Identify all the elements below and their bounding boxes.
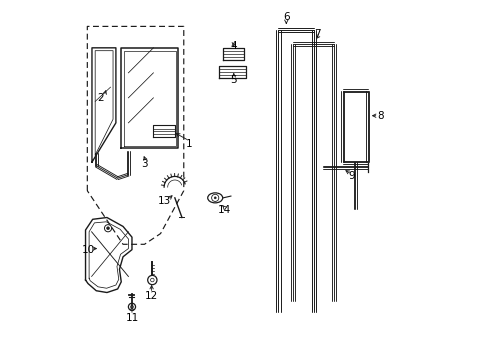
Text: 11: 11	[125, 312, 138, 323]
Text: 7: 7	[314, 28, 321, 39]
Text: 3: 3	[141, 159, 147, 169]
Text: 2: 2	[98, 93, 104, 103]
Text: 4: 4	[230, 41, 237, 51]
Text: 9: 9	[347, 171, 354, 181]
Text: 10: 10	[81, 245, 94, 255]
Circle shape	[106, 227, 109, 230]
Text: 5: 5	[230, 75, 237, 85]
Text: 14: 14	[218, 205, 231, 215]
Text: 12: 12	[145, 291, 158, 301]
Text: 8: 8	[376, 111, 383, 121]
Circle shape	[214, 197, 216, 199]
Text: 13: 13	[157, 197, 170, 206]
Text: 1: 1	[185, 139, 192, 149]
Text: 6: 6	[283, 13, 289, 22]
